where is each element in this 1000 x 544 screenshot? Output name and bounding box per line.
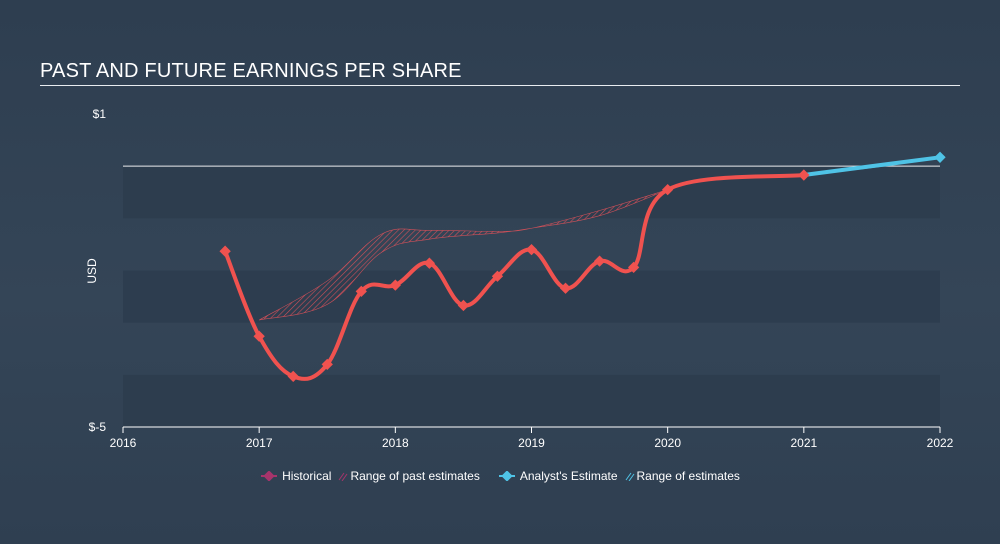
historical-marker-icon [261,471,278,481]
historical-point [287,370,299,383]
x-tick-label: 2022 [927,436,954,450]
x-tick-label: 2020 [654,436,681,450]
chart-legend: Historical Range of past estimates Analy… [0,469,1000,483]
hatch-icon [625,472,634,481]
historical-point [627,261,640,274]
estimate-point [934,151,946,163]
estimate-line [801,155,942,178]
historical-point [219,245,231,257]
historical-point [491,270,504,282]
historical-point [355,285,367,298]
legend-past-range-label: Range of past estimates [350,469,480,483]
y-tick-label: $-5 [89,420,107,434]
historical-point [662,183,674,196]
historical-point [389,279,401,291]
historical-point [525,243,538,256]
hatch-icon [339,472,348,481]
axes: 2016 2017 2018 2019 2020 2021 2022 $1 $-5 [89,107,954,450]
x-tick-label: 2021 [790,436,817,450]
x-tick-label: 2018 [382,436,409,450]
historical-point [798,169,810,181]
chart-title: PAST AND FUTURE EARNINGS PER SHARE [40,60,462,82]
historical-point [457,299,470,312]
grid-band [123,374,940,427]
x-tick-label: 2017 [246,436,273,450]
title-divider [40,85,960,86]
historical-point [559,282,572,294]
y-axis-label: USD [85,258,99,284]
x-tick-label: 2019 [518,436,545,450]
estimate-marker-icon [498,471,515,481]
legend-past-range[interactable]: Range of past estimates [335,469,480,483]
series-points [219,151,946,383]
x-tick-label: 2016 [110,436,137,450]
y-tick-label: $1 [93,107,107,121]
background-bands [123,166,940,427]
legend-estimate-label: Analyst's Estimate [519,469,618,483]
legend-future-range[interactable]: Range of estimates [622,469,740,483]
legend-historical[interactable]: Historical [260,469,331,483]
legend-estimate[interactable]: Analyst's Estimate [498,469,618,483]
legend-future-range-label: Range of estimates [636,469,740,483]
historical-point [423,257,436,269]
grid-band [123,270,940,323]
historical-point [321,358,333,371]
historical-point [593,255,606,267]
legend-historical-label: Historical [282,469,332,483]
